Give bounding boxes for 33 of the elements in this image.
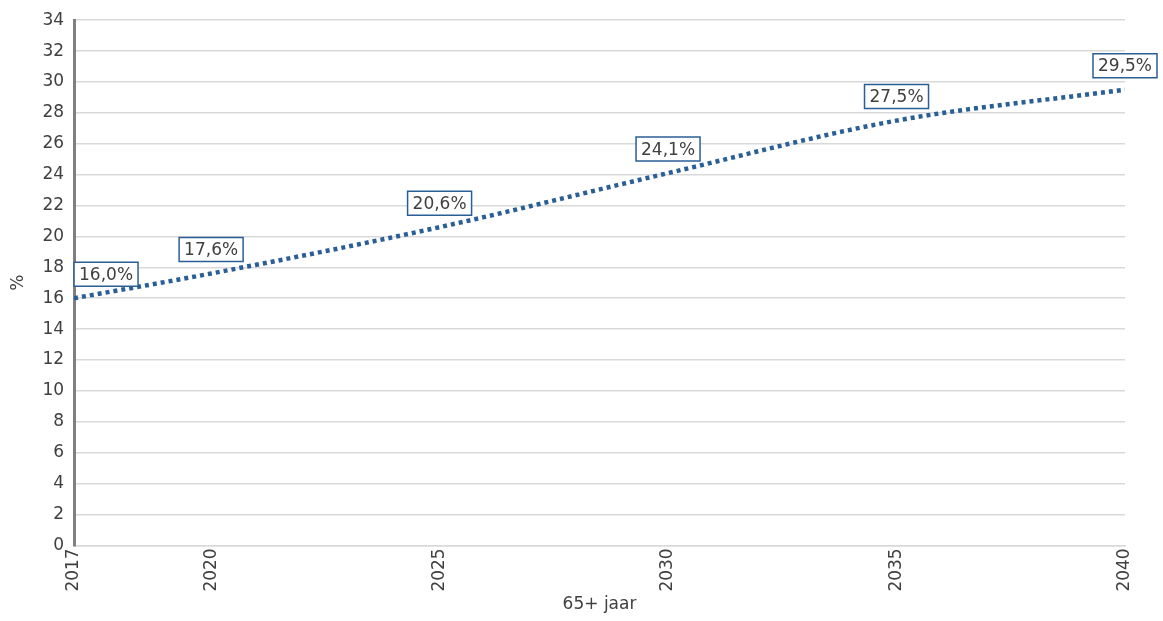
y-tick-label: 22 <box>42 193 65 214</box>
data-label: 29,5% <box>1098 55 1153 76</box>
x-tick-label: 2025 <box>428 548 449 592</box>
x-tick-label: 2020 <box>199 548 220 592</box>
y-tick-label: 30 <box>42 70 65 91</box>
y-tick-label: 10 <box>42 379 65 400</box>
y-tick-label: 20 <box>42 224 65 245</box>
y-tick-label: 12 <box>42 348 65 369</box>
y-tick-label: 34 <box>42 8 65 29</box>
data-label: 24,1% <box>641 138 696 159</box>
y-axis-title: % <box>6 274 27 291</box>
y-tick-label: 4 <box>53 471 65 492</box>
y-tick-label: 14 <box>42 317 65 338</box>
data-label: 20,6% <box>412 192 467 213</box>
y-tick-label: 2 <box>53 502 65 523</box>
line-series <box>74 87 1125 301</box>
y-tick-label: 26 <box>42 132 65 153</box>
x-axis-title: 65+ jaar <box>562 593 637 614</box>
y-tick-label: 16 <box>42 286 65 307</box>
x-tick-label: 2030 <box>656 548 677 592</box>
y-tick-label: 18 <box>42 255 65 276</box>
x-tick-label: 2040 <box>1113 548 1134 592</box>
data-label: 27,5% <box>869 86 924 107</box>
y-tick-label: 8 <box>53 410 65 431</box>
data-label: 17,6% <box>184 238 239 259</box>
x-tick-label: 2035 <box>884 548 905 592</box>
y-tick-label: 32 <box>42 39 65 60</box>
x-tick-label: 2017 <box>62 548 83 592</box>
y-tick-label: 28 <box>42 101 65 122</box>
y-tick-label: 6 <box>53 441 65 462</box>
y-tick-label: 0 <box>53 533 65 554</box>
data-label: 16,0% <box>79 263 134 284</box>
y-tick-label: 24 <box>42 163 65 184</box>
